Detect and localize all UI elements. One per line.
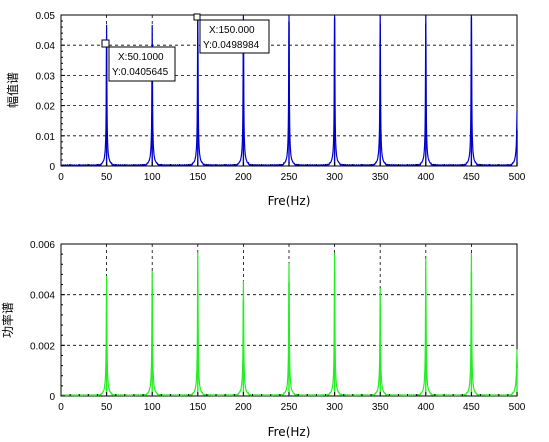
y-tick-label: 0.004 <box>30 291 55 302</box>
power-y-ticks: 0 0.002 0.004 0.006 <box>30 240 65 403</box>
x-tick-label: 300 <box>326 402 343 413</box>
x-tick-label: 0 <box>58 402 64 413</box>
x-tick-label: 150 <box>189 172 206 183</box>
amplitude-x-ticks: 0 50 100 150 200 250 300 350 400 450 500 <box>58 162 526 183</box>
y-tick-label: 0 <box>49 392 55 403</box>
datatip-1-y-value: Y:0.0405645 <box>112 67 169 78</box>
datatip-2[interactable]: X:150.000 Y:0.0498984 <box>193 13 270 54</box>
datatip-2-marker[interactable] <box>193 13 201 21</box>
x-tick-label: 250 <box>281 172 298 183</box>
x-tick-label: 100 <box>144 402 161 413</box>
datatip-1-x-value: X:50.1000 <box>118 52 164 63</box>
x-tick-label: 200 <box>235 402 252 413</box>
x-tick-label: 400 <box>417 172 434 183</box>
datatip-2-y-value: Y:0.0498984 <box>203 40 260 51</box>
y-tick-label: 0.02 <box>36 102 56 113</box>
amplitude-x-axis-label: Fre(Hz) <box>268 194 311 208</box>
power-x-ticks: 0 50 100 150 200 250 300 350 400 450 500 <box>58 392 526 413</box>
datatip-1-marker[interactable] <box>101 39 110 48</box>
power-spectrum-line <box>60 252 518 397</box>
x-tick-label: 50 <box>101 172 113 183</box>
x-tick-label: 500 <box>509 402 526 413</box>
spectrum-path <box>60 14 518 167</box>
x-tick-label: 450 <box>463 172 480 183</box>
x-tick-label: 200 <box>235 172 252 183</box>
x-tick-label: 450 <box>463 402 480 413</box>
power-y-axis-label: 功率谱 <box>0 302 15 338</box>
x-tick-label: 350 <box>372 172 389 183</box>
spectrum-path <box>60 252 518 397</box>
y-tick-label: 0.01 <box>36 132 56 143</box>
amplitude-y-axis-label: 幅值谱 <box>5 72 20 108</box>
y-tick-label: 0.006 <box>30 240 55 251</box>
y-tick-label: 0.03 <box>36 71 56 82</box>
x-tick-label: 350 <box>372 402 389 413</box>
y-tick-label: 0.05 <box>36 11 56 22</box>
x-tick-label: 0 <box>58 172 64 183</box>
power-x-axis-label: Fre(Hz) <box>268 425 311 439</box>
y-tick-label: 0.002 <box>30 341 55 352</box>
x-tick-label: 50 <box>101 402 113 413</box>
datatip-1[interactable]: X:50.1000 Y:0.0405645 <box>101 39 176 82</box>
x-tick-label: 400 <box>417 402 434 413</box>
datatip-1-box <box>108 46 176 82</box>
power-spectrum-plot: 0 50 100 150 200 250 300 350 400 450 500 0 0.002 0.0… <box>0 240 526 439</box>
x-tick-label: 100 <box>144 172 161 183</box>
y-tick-label: 0 <box>49 162 55 173</box>
x-tick-label: 300 <box>326 172 343 183</box>
amplitude-y-ticks: 0 0.01 0.02 0.03 0.04 0.05 <box>36 11 65 173</box>
x-tick-label: 500 <box>509 172 526 183</box>
x-tick-label: 150 <box>189 402 206 413</box>
amplitude-spectrum-plot: 0 50 100 150 200 250 300 350 400 450 500 0 0.01 0.02… <box>5 11 526 208</box>
y-tick-label: 0.04 <box>36 41 56 52</box>
datatip-2-box <box>199 19 270 54</box>
x-tick-label: 250 <box>281 402 298 413</box>
datatip-2-x-value: X:150.000 <box>209 25 255 36</box>
